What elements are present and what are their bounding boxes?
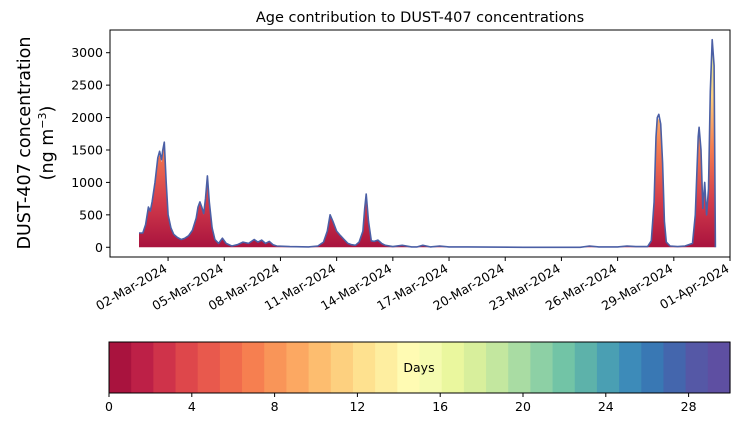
colorbar-frame (108, 341, 731, 394)
colorbar-segment (463, 342, 487, 393)
colorbar-segment (308, 342, 332, 393)
colorbar-ticks: 0 4 8 12 16 20 24 28 (105, 393, 697, 414)
colorbar-segment (663, 342, 687, 393)
colorbar-segment (175, 342, 199, 393)
colorbar-segment (685, 342, 709, 393)
colorbar-segment (286, 342, 310, 393)
colorbar-segment (574, 342, 598, 393)
colorbar-segment (330, 342, 354, 393)
colorbar-tick-label: 20 (515, 399, 531, 414)
colorbar-tick-label: 8 (271, 399, 279, 414)
colorbar-segment (109, 342, 132, 393)
colorbar-segment (197, 342, 221, 393)
y-tick-label: 500 (79, 207, 103, 222)
y-axis-label-units: (ng m−3) (36, 106, 58, 181)
colorbar-segment (596, 342, 620, 393)
colorbar-tick-label: 16 (432, 399, 448, 414)
colorbar-segment (131, 342, 154, 393)
age-colorbar (109, 342, 731, 393)
y-tick-label: 2000 (71, 110, 103, 125)
y-axis-label-main: DUST-407 concentration (15, 37, 35, 250)
colorbar-segment (552, 342, 576, 393)
y-tick-label: 3000 (71, 45, 103, 60)
colorbar-segment (486, 342, 509, 393)
y-axis-label: DUST-407 concentration (ng m−3) (15, 37, 58, 250)
y-tick-label: 1000 (71, 175, 103, 190)
colorbar-segment (419, 342, 443, 393)
colorbar-segment (530, 342, 554, 393)
colorbar-segment (641, 342, 665, 393)
colorbar-tick-label: 28 (681, 399, 697, 414)
colorbar-segment (242, 342, 265, 393)
colorbar-segment (397, 342, 421, 393)
total-concentration-line (139, 38, 717, 249)
colorbar-tick-label: 24 (598, 399, 614, 414)
plot-frame (109, 29, 731, 258)
x-axis-ticks: 02-Mar-202405-Mar-202408-Mar-202411-Mar-… (93, 257, 732, 313)
colorbar-segment (375, 342, 398, 393)
colorbar-segment (219, 342, 243, 393)
colorbar-segment (508, 342, 531, 393)
colorbar-tick-label: 4 (188, 399, 196, 414)
colorbar-segment (707, 342, 731, 393)
colorbar-segment (153, 342, 177, 393)
y-tick-label: 1500 (71, 142, 103, 157)
colorbar-segment (441, 342, 465, 393)
chart-title: Age contribution to DUST-407 concentrati… (256, 10, 584, 26)
y-tick-label: 2500 (71, 78, 103, 93)
colorbar-segment (352, 342, 376, 393)
colorbar-tick-label: 0 (105, 399, 113, 414)
plot-area (139, 38, 717, 249)
colorbar-label: Days (403, 360, 434, 375)
colorbar-segment (264, 342, 288, 393)
y-tick-label: 0 (95, 240, 103, 255)
colorbar-segment (619, 342, 642, 393)
age-contribution-area (139, 46, 716, 248)
y-axis-ticks: 0 500 1000 1500 2000 2500 3000 (71, 45, 110, 255)
colorbar-tick-label: 12 (349, 399, 365, 414)
